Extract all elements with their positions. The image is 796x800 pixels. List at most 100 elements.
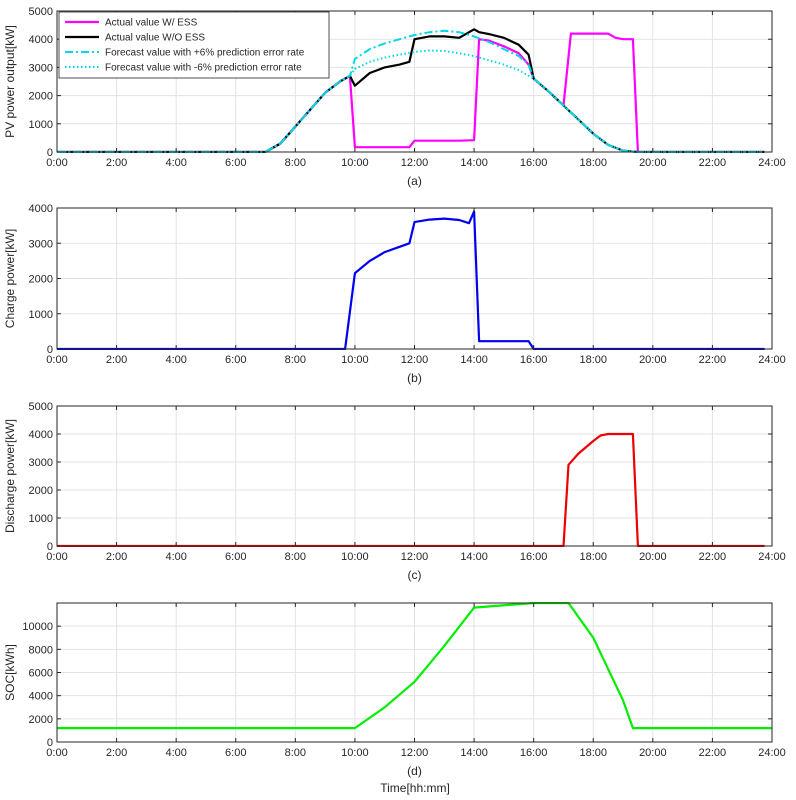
legend-entry-4: Forecast value with -6% prediction error… (105, 63, 302, 74)
x-tick-label: 20:00 (639, 747, 667, 759)
panel-4: 0:00 2:00 4:00 6:00 8:00 10:00 12:00 14:00 16:00… (3, 602, 786, 778)
x-tick-label: 16:00 (520, 157, 548, 169)
series-line-1 (57, 210, 765, 350)
y-tick-label: 3000 (29, 457, 53, 469)
legend-box (58, 11, 330, 79)
panel-label: (a) (407, 174, 422, 188)
x-tick-label: 18:00 (579, 551, 607, 563)
panel-label: (b) (407, 371, 422, 385)
x-tick-label: 16:00 (520, 551, 548, 563)
y-tick-label: 10000 (22, 621, 53, 633)
x-tick-label: 8:00 (285, 157, 306, 169)
x-tick-label: 6:00 (225, 157, 246, 169)
x-tick-label: 4:00 (165, 354, 186, 366)
panel-3: 0:00 2:00 4:00 6:00 8:00 10:00 12:00 14:00 16:00… (3, 401, 786, 582)
x-tick-label: 6:00 (225, 551, 246, 563)
x-tick-label: 10:00 (341, 747, 369, 759)
y-tick-label: 4000 (29, 203, 53, 215)
x-tick-label: 0:00 (46, 157, 67, 169)
x-tick-label: 10:00 (341, 551, 369, 563)
x-tick-label: 24:00 (758, 551, 786, 563)
legend-entry-1: Actual value W/ ESS (105, 18, 198, 29)
x-tick-label: 22:00 (699, 747, 727, 759)
legend-entry-3: Forecast value with +6% prediction error… (105, 48, 305, 59)
x-tick-label: 18:00 (579, 354, 607, 366)
x-tick-label: 0:00 (46, 354, 67, 366)
x-tick-label: 8:00 (285, 354, 306, 366)
y-tick-label: 3000 (29, 62, 53, 74)
series-line-1 (57, 432, 765, 547)
x-tick-label: 2:00 (106, 747, 127, 759)
y-axis-label: Discharge power[kW] (3, 419, 17, 533)
x-tick-label: 20:00 (639, 157, 667, 169)
legend-entry-2: Actual value W/O ESS (105, 33, 205, 44)
x-tick-label: 2:00 (106, 354, 127, 366)
x-tick-label: 24:00 (758, 157, 786, 169)
y-tick-label: 3000 (29, 238, 53, 250)
y-tick-label: 0 (47, 344, 53, 356)
y-tick-label: 1000 (29, 119, 53, 131)
series-line-4 (57, 49, 765, 153)
x-tick-label: 14:00 (460, 157, 488, 169)
y-tick-label: 2000 (29, 485, 53, 497)
x-tick-label: 4:00 (165, 747, 186, 759)
y-tick-label: 4000 (29, 691, 53, 703)
y-tick-label: 1000 (29, 513, 53, 525)
panel-2: 0:00 2:00 4:00 6:00 8:00 10:00 12:00 14:00 16:00… (3, 203, 786, 385)
series-group (57, 602, 772, 730)
x-tick-label: 4:00 (165, 551, 186, 563)
series-group (57, 28, 765, 153)
y-tick-label: 2000 (29, 714, 53, 726)
series-group (57, 432, 765, 547)
panel-label: (d) (407, 764, 422, 778)
y-axis-label: Charge power[kW] (3, 229, 17, 328)
x-tick-label: 2:00 (106, 551, 127, 563)
y-tick-label: 4000 (29, 34, 53, 46)
x-tick-label: 12:00 (401, 354, 429, 366)
x-tick-label: 6:00 (225, 354, 246, 366)
y-axis-label: PV power output[kW] (3, 25, 17, 138)
x-tick-label: 2:00 (106, 157, 127, 169)
x-tick-label: 20:00 (639, 551, 667, 563)
x-tick-label: 12:00 (401, 551, 429, 563)
x-tick-label: 14:00 (460, 747, 488, 759)
x-tick-label: 24:00 (758, 354, 786, 366)
x-tick-label: 18:00 (579, 157, 607, 169)
x-tick-label: 22:00 (699, 157, 727, 169)
x-tick-label: 6:00 (225, 747, 246, 759)
x-tick-label: 8:00 (285, 551, 306, 563)
x-tick-label: 4:00 (165, 157, 186, 169)
x-tick-label: 14:00 (460, 551, 488, 563)
series-group (57, 210, 765, 350)
x-tick-label: 22:00 (699, 354, 727, 366)
y-tick-label: 2000 (29, 274, 53, 286)
x-tick-label: 12:00 (401, 157, 429, 169)
y-tick-label: 4000 (29, 429, 53, 441)
panel-label: (c) (408, 568, 422, 582)
x-tick-label: 10:00 (341, 157, 369, 169)
x-tick-label: 12:00 (401, 747, 429, 759)
panel-1: 0:00 2:00 4:00 6:00 8:00 10:00 12:00 14:00 16:00… (3, 6, 786, 188)
y-tick-label: 5000 (29, 401, 53, 413)
x-tick-label: 20:00 (639, 354, 667, 366)
x-tick-label: 18:00 (579, 747, 607, 759)
legend: Actual value W/ ESS Actual value W/O ESS F… (58, 11, 330, 79)
x-tick-label: 22:00 (699, 551, 727, 563)
y-tick-label: 2000 (29, 91, 53, 103)
y-tick-label: 0 (47, 737, 53, 749)
x-tick-label: 8:00 (285, 747, 306, 759)
x-tick-label: 16:00 (520, 354, 548, 366)
x-tick-label: 14:00 (460, 354, 488, 366)
x-tick-label: 10:00 (341, 354, 369, 366)
y-tick-label: 1000 (29, 309, 53, 321)
y-tick-label: 5000 (29, 6, 53, 18)
x-tick-label: 0:00 (46, 551, 67, 563)
y-tick-label: 0 (47, 147, 53, 159)
panels: 0:00 2:00 4:00 6:00 8:00 10:00 12:00 14:00 16:00… (3, 6, 786, 778)
y-tick-label: 8000 (29, 644, 53, 656)
x-tick-label: 0:00 (46, 747, 67, 759)
series-line-1 (57, 602, 772, 730)
y-tick-label: 0 (47, 541, 53, 553)
y-tick-label: 6000 (29, 668, 53, 680)
